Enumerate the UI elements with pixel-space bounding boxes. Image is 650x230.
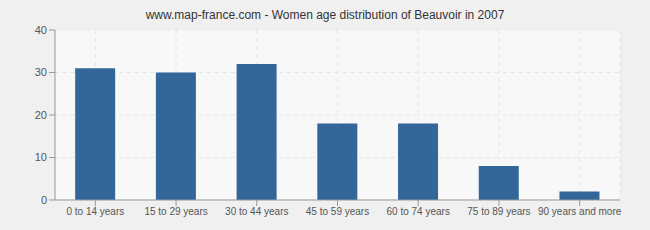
svg-text:40: 40 [35,24,47,36]
svg-text:10: 10 [35,151,47,163]
svg-text:90 years and more: 90 years and more [538,206,622,217]
svg-text:15 to 29 years: 15 to 29 years [144,206,207,217]
svg-text:30 to 44 years: 30 to 44 years [225,206,288,217]
svg-text:45 to 59 years: 45 to 59 years [306,206,369,217]
html-text:www.map-france.com - Women age: www.map-france.com - Women age distribut… [145,8,505,22]
svg-text:75 to 89 years: 75 to 89 years [467,206,530,217]
svg-text:0: 0 [41,194,47,206]
svg-text:30: 30 [35,66,47,78]
svg-text:60 to 74 years: 60 to 74 years [387,206,450,217]
svg-text:0 to 14 years: 0 to 14 years [66,206,124,217]
svg-text:20: 20 [35,109,47,121]
